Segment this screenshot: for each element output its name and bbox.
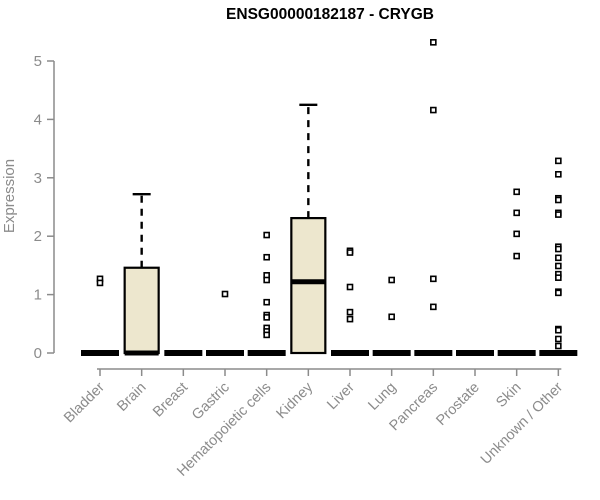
- outlier-skin: [513, 230, 520, 238]
- outlier-lung: [388, 276, 395, 284]
- outlier-unknown-other: [555, 262, 562, 270]
- outlier-lung: [388, 313, 395, 321]
- outlier-unknown-other: [555, 245, 562, 253]
- y-tick-label: 0: [34, 345, 42, 362]
- x-tick-label-kidney: Kidney: [273, 379, 316, 422]
- outlier-hematopoietic-cells: [263, 314, 270, 321]
- outlier-pancreas: [430, 275, 437, 283]
- x-tick-label-skin: Skin: [493, 380, 524, 411]
- x-tick-label-brain: Brain: [114, 380, 149, 415]
- outlier-liver: [346, 283, 354, 291]
- x-tick-label-lung: Lung: [365, 380, 399, 414]
- outlier-pancreas: [430, 106, 437, 114]
- chart-title: ENSG00000182187 - CRYGB: [226, 6, 434, 23]
- outlier-hematopoietic-cells: [263, 253, 270, 261]
- y-axis-title: Expression: [1, 159, 18, 233]
- outlier-skin: [513, 188, 520, 196]
- outlier-liver: [346, 249, 354, 256]
- outlier-hematopoietic-cells: [263, 231, 270, 239]
- y-tick-label: 3: [34, 170, 42, 187]
- outlier-gastric: [221, 290, 229, 298]
- outlier-unknown-other: [555, 196, 562, 204]
- outlier-hematopoietic-cells: [263, 276, 270, 284]
- y-tick-label: 1: [34, 287, 42, 304]
- outlier-pancreas: [430, 303, 437, 311]
- x-tick-label-bladder: Bladder: [61, 379, 108, 426]
- outlier-bladder: [96, 279, 104, 287]
- outlier-unknown-other: [555, 211, 562, 218]
- outlier-unknown-other: [555, 326, 562, 334]
- outlier-unknown-other: [555, 289, 562, 297]
- outlier-unknown-other: [555, 274, 562, 281]
- outlier-pancreas: [430, 39, 437, 46]
- outlier-unknown-other: [555, 157, 562, 165]
- outlier-hematopoietic-cells: [263, 331, 270, 339]
- y-tick-label: 2: [34, 228, 42, 245]
- outlier-unknown-other: [555, 170, 562, 178]
- outlier-hematopoietic-cells: [263, 298, 270, 306]
- box-kidney: [290, 216, 327, 355]
- y-tick-label: 5: [34, 53, 42, 70]
- outlier-skin: [513, 209, 520, 217]
- outlier-liver: [346, 308, 354, 316]
- outlier-unknown-other: [555, 342, 562, 350]
- x-tick-label-prostate: Prostate: [433, 380, 482, 429]
- y-tick-label: 4: [34, 111, 42, 128]
- outlier-liver: [346, 315, 354, 323]
- x-tick-label-liver: Liver: [324, 379, 358, 413]
- x-tick-label-breast: Breast: [150, 380, 191, 421]
- outlier-unknown-other: [555, 254, 562, 262]
- outlier-skin: [513, 252, 520, 260]
- outlier-unknown-other: [555, 335, 562, 343]
- box-brain: [123, 266, 160, 355]
